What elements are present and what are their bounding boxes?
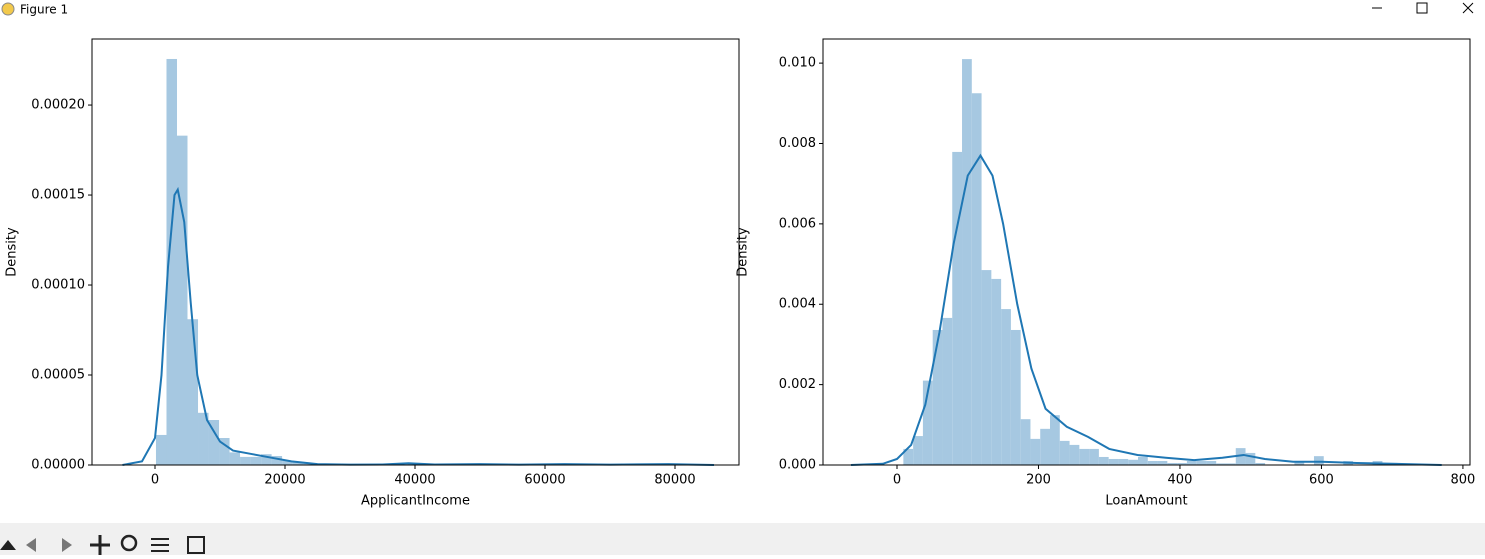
hist-bar — [1069, 444, 1080, 465]
back-button[interactable] — [26, 538, 36, 552]
hist-bar — [1255, 462, 1266, 465]
title-bar — [0, 0, 1485, 24]
x-axis-label: ApplicantIncome — [361, 494, 470, 509]
hist-bar — [176, 135, 188, 465]
hist-bar — [166, 58, 177, 466]
hist-bar — [1108, 458, 1119, 465]
hist-bar — [932, 329, 943, 465]
hist-bar — [962, 59, 972, 466]
hist-bar — [229, 452, 241, 465]
x-tick-label: 200 — [1026, 473, 1051, 488]
configure-button[interactable] — [151, 538, 169, 552]
hist-bar — [991, 278, 1002, 465]
app-icon — [1, 2, 15, 16]
hist-bar — [1098, 456, 1109, 465]
y-tick-label: 0.00010 — [31, 278, 85, 293]
y-tick-label: 0.002 — [779, 377, 816, 392]
hist-bar — [1245, 452, 1256, 465]
axes-frame — [91, 38, 740, 466]
y-tick-label: 0.00000 — [31, 458, 85, 473]
hist-bar — [1040, 428, 1051, 465]
y-tick-label: 0.006 — [779, 216, 816, 231]
hist-bar — [198, 412, 209, 465]
hist-bar — [1059, 440, 1070, 465]
hist-bar — [1196, 460, 1207, 465]
hist-bar — [240, 456, 251, 465]
hist-bar — [1206, 460, 1217, 465]
hist-bar — [1147, 460, 1158, 465]
y-tick-label: 0.004 — [779, 297, 816, 312]
y-axis-label: Density — [5, 227, 20, 277]
x-tick-label: 600 — [1309, 473, 1334, 488]
hist-bar — [1216, 463, 1226, 465]
hist-bar — [1001, 309, 1011, 465]
hist-bar — [250, 456, 262, 465]
x-tick-label: 0 — [893, 473, 901, 488]
forward-button[interactable] — [62, 538, 72, 552]
hist-bar — [271, 456, 283, 465]
hist-bar — [971, 93, 982, 466]
hist-bar — [942, 317, 953, 465]
hist-bar — [1030, 438, 1041, 465]
hist-bar — [261, 454, 272, 465]
x-tick-label: 400 — [1168, 473, 1193, 488]
x-tick-label: 80000 — [654, 473, 695, 488]
window-title: Figure 1 — [20, 3, 68, 17]
hist-bar — [1157, 460, 1168, 465]
y-tick-label: 0.000 — [779, 458, 816, 473]
x-tick-label: 20000 — [264, 473, 305, 488]
save-button[interactable] — [187, 536, 205, 554]
hist-bar — [1089, 448, 1099, 465]
x-tick-label: 60000 — [524, 473, 565, 488]
x-tick-label: 40000 — [394, 473, 435, 488]
x-tick-label: 800 — [1451, 473, 1476, 488]
hist-bar — [1294, 460, 1305, 465]
hist-bar — [1235, 448, 1246, 465]
hist-bar — [208, 420, 220, 465]
hist-bar — [1313, 456, 1324, 465]
hist-bar — [1177, 462, 1187, 465]
hist-bar — [1118, 458, 1129, 465]
hist-bar — [282, 460, 293, 465]
y-axis-label: Density — [736, 227, 751, 277]
hist-bar — [903, 448, 914, 465]
y-tick-label: 0.008 — [779, 136, 816, 151]
kde-line — [122, 186, 715, 466]
hist-bar — [922, 380, 933, 465]
close-button[interactable] — [1462, 2, 1474, 14]
y-tick-label: 0.00015 — [31, 188, 85, 203]
y-tick-label: 0.00020 — [31, 98, 85, 113]
hist-bar — [1167, 462, 1178, 465]
hist-bar — [1225, 463, 1236, 465]
toolbar — [0, 523, 1485, 555]
zoom-button[interactable] — [120, 534, 138, 552]
hist-bar — [1128, 459, 1138, 465]
axes-frame — [822, 38, 1471, 466]
y-tick-label: 0.00005 — [31, 368, 85, 383]
x-tick-label: 0 — [151, 473, 159, 488]
hist-bar — [1010, 329, 1021, 465]
maximize-button[interactable] — [1416, 2, 1428, 14]
kde-line — [850, 153, 1442, 466]
hist-bar — [1079, 448, 1090, 465]
home-button[interactable] — [0, 540, 16, 550]
hist-bar — [981, 270, 992, 465]
hist-bar — [952, 151, 963, 466]
hist-bar — [1137, 456, 1148, 465]
hist-bar — [155, 434, 167, 465]
x-axis-label: LoanAmount — [1105, 494, 1187, 509]
pan-button[interactable] — [90, 535, 110, 555]
hist-bar — [187, 319, 199, 465]
y-tick-label: 0.010 — [779, 56, 816, 71]
hist-bar — [913, 436, 923, 465]
hist-bar — [292, 462, 304, 465]
hist-bar — [1050, 415, 1060, 465]
hist-bar — [1020, 419, 1031, 465]
hist-bar — [219, 438, 230, 465]
hist-bar — [1186, 460, 1197, 465]
